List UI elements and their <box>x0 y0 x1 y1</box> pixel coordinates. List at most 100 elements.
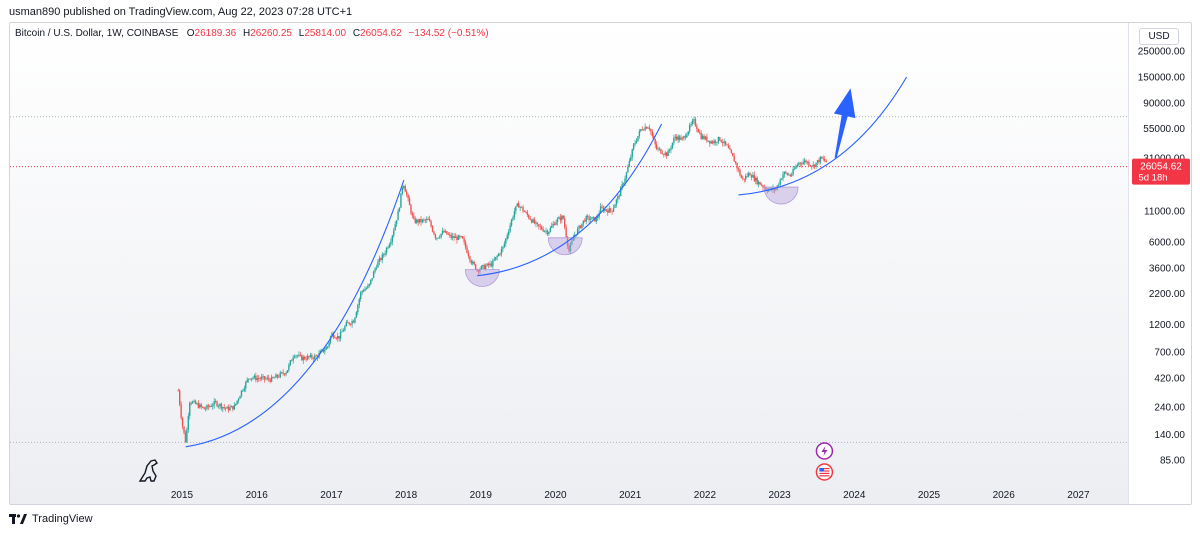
candle-body[interactable] <box>193 400 195 402</box>
candle-body[interactable] <box>592 216 595 218</box>
candle-body[interactable] <box>816 160 819 163</box>
candle-body[interactable] <box>222 407 224 409</box>
candle-body[interactable] <box>342 330 345 332</box>
candle-body[interactable] <box>460 236 462 238</box>
candle-body[interactable] <box>349 324 352 325</box>
candle-body[interactable] <box>576 228 579 235</box>
candle-body[interactable] <box>431 226 434 232</box>
candle-body[interactable] <box>653 135 655 140</box>
candle-body[interactable] <box>542 229 544 232</box>
candle-body[interactable] <box>688 125 691 132</box>
candle-body[interactable] <box>239 396 241 399</box>
candle-body[interactable] <box>414 218 416 223</box>
candle-body[interactable] <box>779 179 781 185</box>
candle-body[interactable] <box>492 260 494 267</box>
candle-body[interactable] <box>495 257 497 260</box>
candle-body[interactable] <box>579 225 582 229</box>
candle-body[interactable] <box>384 253 386 255</box>
candle-body[interactable] <box>212 405 214 407</box>
candle-body[interactable] <box>467 252 470 257</box>
candle-body[interactable] <box>179 390 181 405</box>
candle-body[interactable] <box>701 135 704 139</box>
candle-body[interactable] <box>357 304 359 313</box>
candle-body[interactable] <box>716 142 718 144</box>
candle-body[interactable] <box>395 220 398 225</box>
candle-body[interactable] <box>265 378 267 380</box>
candle-body[interactable] <box>518 203 520 208</box>
candle-body[interactable] <box>618 195 620 197</box>
candle-body[interactable] <box>503 243 506 247</box>
candle-body[interactable] <box>325 347 327 350</box>
candle-body[interactable] <box>187 415 190 430</box>
candle-body[interactable] <box>789 174 791 176</box>
candle-body[interactable] <box>729 148 731 150</box>
cup-pattern[interactable] <box>763 186 799 205</box>
candle-body[interactable] <box>711 141 714 144</box>
candle-body[interactable] <box>426 219 428 221</box>
candle-body[interactable] <box>757 181 760 185</box>
candle-body[interactable] <box>821 156 823 159</box>
candle-body[interactable] <box>229 407 231 411</box>
candle-body[interactable] <box>446 231 448 235</box>
dinosaur-icon[interactable] <box>138 459 158 482</box>
candle-body[interactable] <box>671 142 674 148</box>
candle-body[interactable] <box>207 405 210 407</box>
candle-body[interactable] <box>203 407 205 410</box>
candle-body[interactable] <box>335 338 337 339</box>
candle-body[interactable] <box>223 407 225 408</box>
candle-body[interactable] <box>809 165 812 167</box>
candle-body[interactable] <box>499 253 501 255</box>
trend-curve[interactable] <box>185 180 405 448</box>
candle-body[interactable] <box>632 144 635 150</box>
candle-body[interactable] <box>581 223 583 229</box>
candle-body[interactable] <box>509 225 511 232</box>
candle-body[interactable] <box>480 265 483 270</box>
candle-body[interactable] <box>337 335 339 339</box>
candle-body[interactable] <box>206 405 208 409</box>
candle-body[interactable] <box>319 351 322 353</box>
candle-body[interactable] <box>430 221 432 227</box>
candle-body[interactable] <box>651 131 654 136</box>
candle-body[interactable] <box>364 289 366 291</box>
candle-body[interactable] <box>806 161 809 163</box>
candle-body[interactable] <box>269 379 271 382</box>
candle-body[interactable] <box>249 378 251 380</box>
candle-body[interactable] <box>513 211 516 218</box>
candle-body[interactable] <box>253 375 256 378</box>
candle-body[interactable] <box>733 156 735 162</box>
candle-body[interactable] <box>752 174 754 178</box>
candle-body[interactable] <box>441 230 444 234</box>
candle-body[interactable] <box>650 129 652 132</box>
candle-body[interactable] <box>644 126 646 131</box>
candle-body[interactable] <box>224 407 227 409</box>
candle-body[interactable] <box>487 263 490 266</box>
candle-body[interactable] <box>597 216 599 219</box>
candle-body[interactable] <box>209 406 211 407</box>
candle-body[interactable] <box>213 401 215 406</box>
candle-body[interactable] <box>457 235 460 240</box>
candle-body[interactable] <box>657 148 659 150</box>
candle-body[interactable] <box>551 225 553 228</box>
candle-body[interactable] <box>247 378 250 380</box>
candle-body[interactable] <box>525 211 527 213</box>
candle-body[interactable] <box>710 141 712 144</box>
candle-body[interactable] <box>512 217 514 220</box>
candle-body[interactable] <box>361 290 363 293</box>
us-flag-icon[interactable] <box>815 463 834 481</box>
candle-body[interactable] <box>601 206 603 208</box>
candle-body[interactable] <box>391 235 394 242</box>
candle-body[interactable] <box>620 187 622 197</box>
candle-body[interactable] <box>783 171 786 175</box>
candle-body[interactable] <box>255 375 257 380</box>
candle-body[interactable] <box>302 356 304 361</box>
candle-body[interactable] <box>595 218 597 222</box>
tradingview-footer[interactable]: TradingView <box>9 513 93 525</box>
candle-body[interactable] <box>801 163 803 165</box>
candle-body[interactable] <box>720 140 722 143</box>
candle-body[interactable] <box>523 211 526 213</box>
candle-body[interactable] <box>500 248 503 254</box>
candle-body[interactable] <box>635 140 638 143</box>
candle-body[interactable] <box>324 349 326 352</box>
candle-body[interactable] <box>713 140 715 144</box>
candle-body[interactable] <box>405 191 408 195</box>
